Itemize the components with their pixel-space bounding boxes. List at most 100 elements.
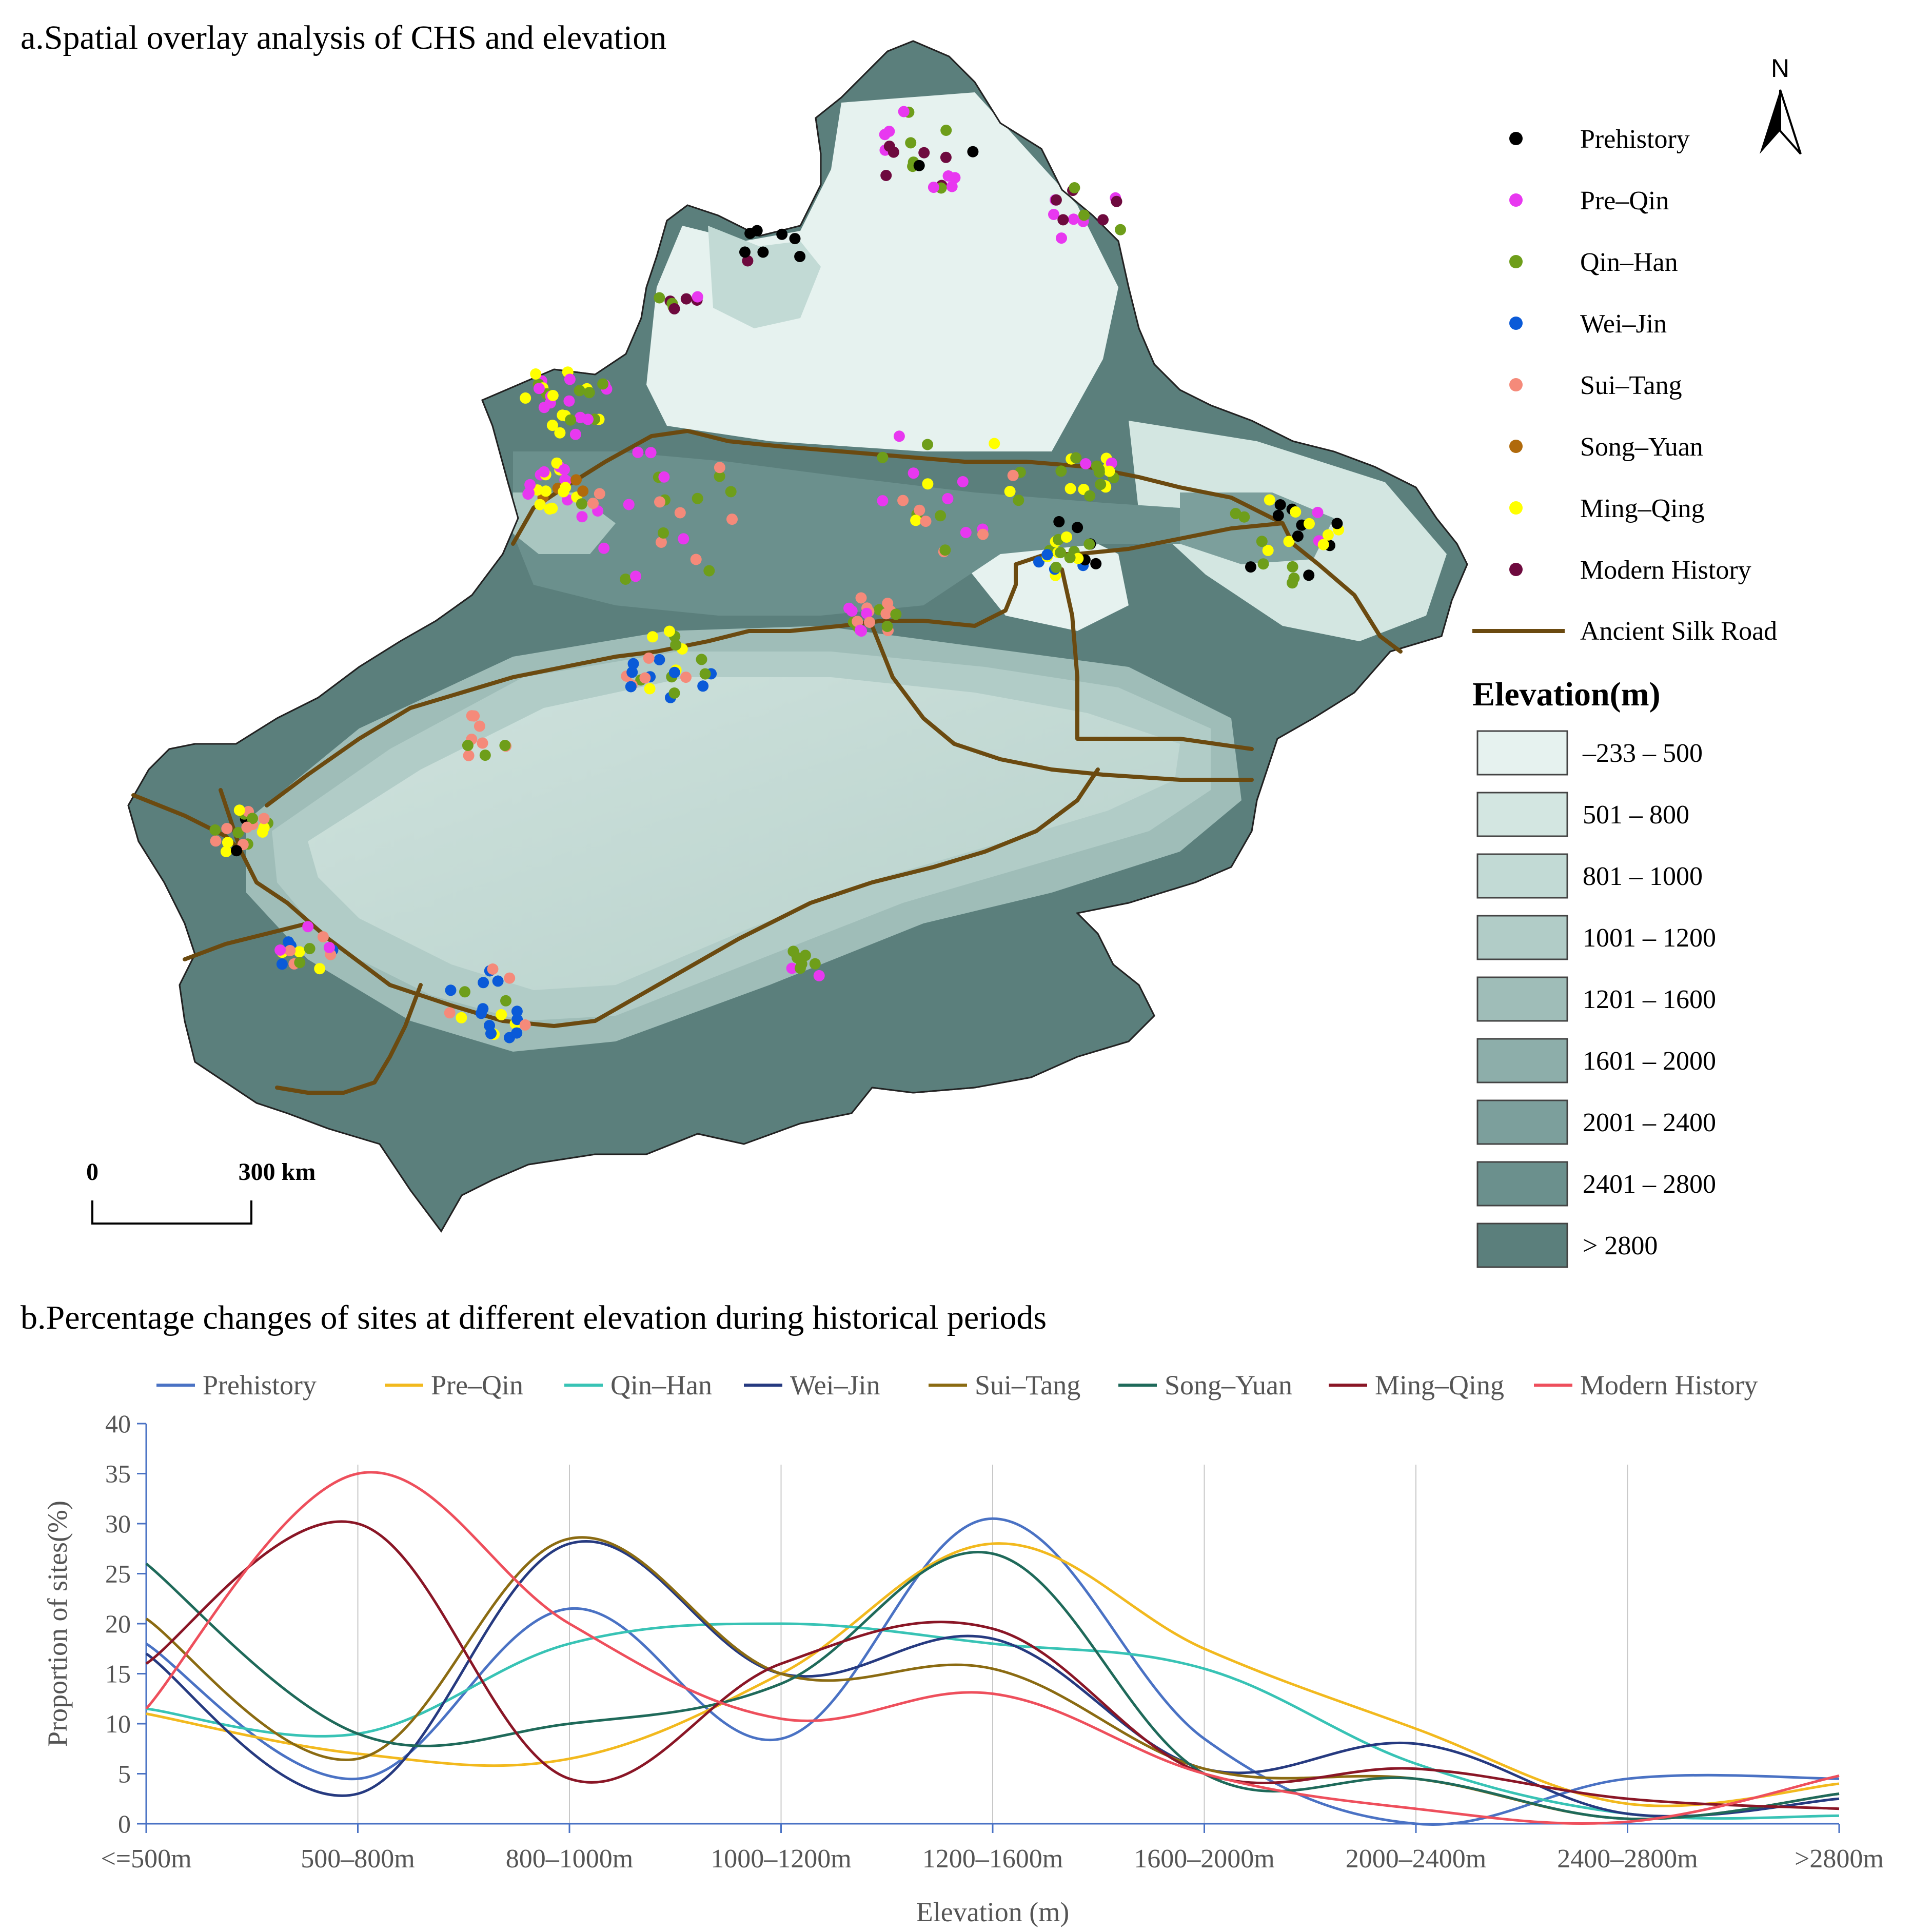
site-point [680, 672, 692, 683]
period-legend-label: Pre–Qin [1580, 186, 1669, 215]
site-point [939, 544, 951, 556]
site-point [468, 710, 480, 722]
elevation-legend-swatch [1476, 1038, 1568, 1083]
site-point [565, 414, 577, 426]
site-point [942, 493, 954, 504]
site-point [487, 963, 499, 975]
site-point [574, 385, 585, 397]
period-legend-swatch [1509, 501, 1523, 515]
site-point [880, 170, 892, 181]
x-tick-label: 2000–2400m [1346, 1844, 1486, 1874]
site-point [935, 510, 947, 522]
period-legend-label: Wei–Jin [1580, 309, 1667, 339]
x-tick-label: 500–800m [301, 1844, 415, 1874]
period-legend-swatch [1509, 563, 1523, 576]
chart-legend-label: Song–Yuan [1165, 1370, 1292, 1401]
tianshan-range [513, 451, 1180, 616]
site-point [221, 823, 233, 834]
site-point [582, 413, 594, 425]
site-point [1272, 509, 1284, 521]
elevation-legend-label: 1201 – 1600 [1583, 985, 1716, 1014]
site-point [913, 160, 925, 171]
site-point [678, 533, 689, 545]
elevation-map [127, 40, 1468, 1233]
site-point [551, 457, 563, 469]
elevation-legend-label: –233 – 500 [1582, 739, 1703, 768]
site-point [626, 666, 638, 678]
northern-foothills [708, 226, 821, 328]
site-point [1238, 511, 1250, 523]
site-point [520, 392, 531, 404]
site-point [530, 368, 542, 380]
site-point [477, 737, 488, 749]
series-line-prehistory [145, 1517, 1840, 1826]
elevation-legend-label: 801 – 1000 [1583, 862, 1703, 891]
site-point [696, 654, 707, 665]
period-legend-swatch [1509, 317, 1523, 330]
site-point [258, 813, 270, 824]
elevation-legend-swatch [1476, 1099, 1568, 1145]
site-point [1072, 522, 1083, 534]
site-point [714, 470, 725, 482]
site-point [1084, 490, 1096, 502]
site-point [898, 106, 910, 117]
x-axis-label: Elevation (m) [916, 1897, 1069, 1927]
site-point [1274, 499, 1286, 510]
x-tick-label: <=500m [101, 1844, 191, 1874]
chart-axes: 0 5 10 15 20 25 30 35 40 <=500m 500–800m 800–1000m 1… [101, 1409, 1883, 1874]
northern-plain [646, 92, 1118, 451]
site-point [658, 471, 670, 483]
site-point [547, 390, 559, 401]
site-point [942, 170, 954, 182]
site-point [302, 921, 314, 933]
site-point [854, 624, 866, 636]
y-tick-label: 0 [118, 1809, 131, 1838]
period-legend-swatch [1509, 440, 1523, 453]
y-tick-label: 25 [105, 1560, 131, 1588]
site-point [477, 1003, 489, 1015]
site-point [511, 1006, 523, 1017]
site-point [888, 146, 899, 158]
site-point [519, 1019, 531, 1031]
scale-end-label: 300 km [239, 1158, 316, 1186]
site-point [1256, 536, 1268, 547]
site-point [1322, 529, 1334, 541]
series-line-wei-jin [145, 1540, 1840, 1818]
elevation-legend-title: Elevation(m) [1472, 676, 1661, 713]
site-point [1230, 508, 1241, 519]
period-legend-label: Sui–Tang [1580, 371, 1682, 400]
site-point [576, 511, 588, 523]
tarim-inner [308, 677, 1180, 990]
scale-bar: 0 300 km [86, 1158, 316, 1225]
period-legend-label: Ming–Qing [1580, 494, 1705, 523]
site-point [967, 146, 979, 157]
site-point [809, 958, 821, 970]
elevation-legend-swatch [1476, 730, 1568, 776]
site-point [511, 1014, 523, 1026]
site-point [910, 515, 922, 526]
site-point [989, 438, 1000, 449]
site-point [757, 246, 769, 258]
site-point [643, 652, 655, 664]
site-point [1283, 536, 1295, 547]
north-arrow: N [1760, 54, 1802, 155]
site-point [209, 824, 221, 836]
site-point [546, 502, 558, 514]
x-tick-label: 2400–2800m [1557, 1844, 1698, 1874]
series-line-song-yuan [145, 1551, 1840, 1821]
site-point [1070, 452, 1082, 464]
silk-road-legend: Ancient Silk Road [1472, 617, 1777, 646]
site-point [739, 246, 751, 258]
elevation-legend-label: 501 – 800 [1583, 800, 1689, 830]
site-point [1064, 552, 1076, 563]
site-point [792, 952, 803, 963]
site-point [861, 607, 873, 619]
silk-road-west-b [183, 921, 310, 961]
chart-legend: Prehistory Pre–Qin Qin–Han Wei–Jin Sui–Tang S… [156, 1370, 1758, 1401]
site-point [928, 182, 939, 193]
elevation-legend-swatch [1476, 1223, 1568, 1268]
site-point [1061, 531, 1072, 543]
series-line-pre-qin [146, 1542, 1840, 1807]
site-point [751, 225, 763, 236]
site-point [576, 498, 587, 510]
